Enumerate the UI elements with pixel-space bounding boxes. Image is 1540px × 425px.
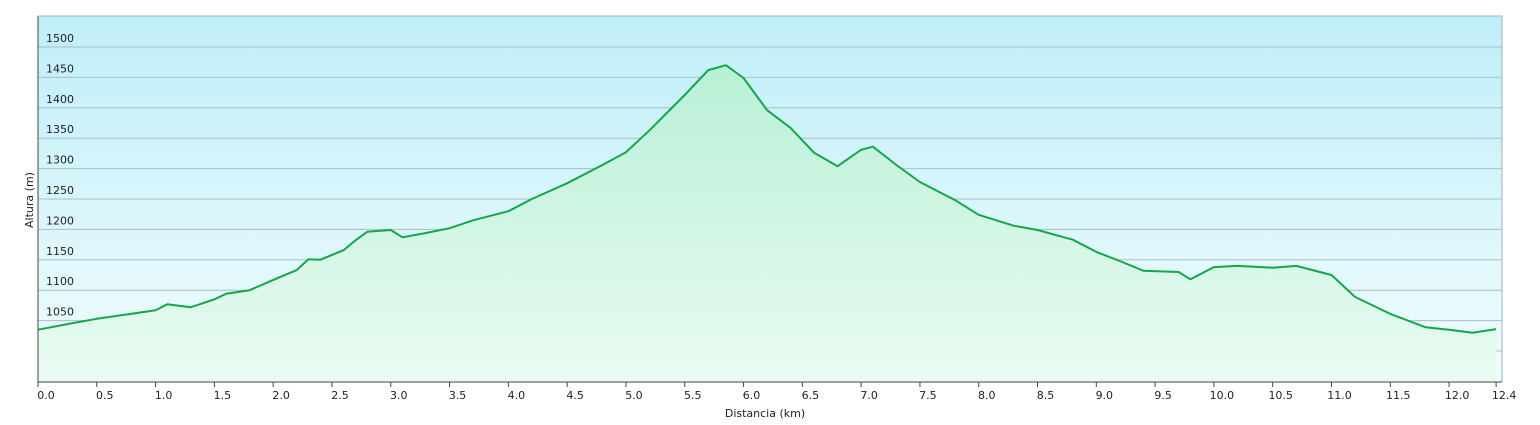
- y-axis-label: Altura (m): [23, 172, 36, 228]
- area-fill: [38, 65, 1497, 382]
- x-tick-label: 1.0: [155, 389, 173, 402]
- x-tick-label: 11.0: [1327, 389, 1352, 402]
- x-tick-label: 0.0: [37, 389, 55, 402]
- x-tick-label: 11.5: [1386, 389, 1411, 402]
- x-tick-label: 6.0: [743, 389, 761, 402]
- x-tick-label: 12.4: [1492, 389, 1517, 402]
- y-tick-label: 1200: [46, 214, 74, 227]
- x-tick-label: 0.5: [96, 389, 114, 402]
- x-tick-label: 8.0: [978, 389, 996, 402]
- y-tick-label: 1300: [46, 154, 74, 167]
- y-tick-label: 1350: [46, 123, 74, 136]
- y-tick-label: 1400: [46, 93, 74, 106]
- x-tick-label: 5.0: [625, 389, 643, 402]
- x-tick-label: 9.5: [1154, 389, 1172, 402]
- y-tick-label: 1100: [46, 275, 74, 288]
- x-tick-label: 5.5: [684, 389, 702, 402]
- x-tick-label: 8.5: [1037, 389, 1055, 402]
- x-tick-label: 2.5: [331, 389, 349, 402]
- x-tick-label: 12.0: [1445, 389, 1470, 402]
- x-tick-label: 2.0: [272, 389, 290, 402]
- y-tick-label: 1500: [46, 32, 74, 45]
- x-tick-label: 3.0: [390, 389, 408, 402]
- y-tick-label: 1450: [46, 62, 74, 75]
- x-tick-label: 10.0: [1210, 389, 1235, 402]
- x-tick-label: 1.5: [214, 389, 232, 402]
- x-tick-label: 10.5: [1268, 389, 1293, 402]
- x-tick-label: 4.5: [566, 389, 584, 402]
- x-tick-label: 6.5: [802, 389, 820, 402]
- elevation-line: [37, 64, 1497, 334]
- x-tick-label: 4.0: [508, 389, 526, 402]
- x-tick-label: 9.0: [1096, 389, 1114, 402]
- x-tick-label: 3.5: [449, 389, 467, 402]
- y-tick-label: 1250: [46, 184, 74, 197]
- x-tick-label: 7.5: [919, 389, 937, 402]
- x-axis-label: Distancia (km): [725, 407, 805, 420]
- y-tick-label: 1150: [46, 245, 74, 258]
- y-tick-label: 1050: [46, 306, 74, 319]
- x-tick-label: 7.0: [860, 389, 878, 402]
